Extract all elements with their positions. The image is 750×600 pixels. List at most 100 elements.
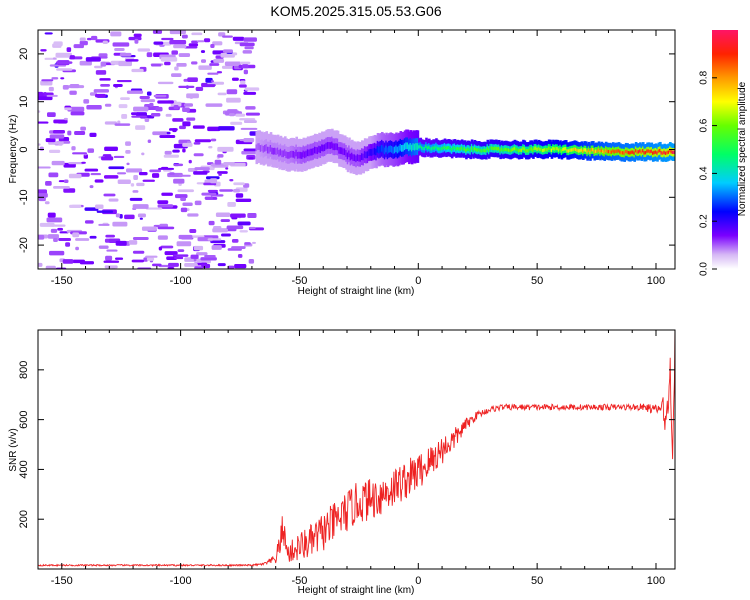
ridge-core [406,142,410,150]
noise-speckle [198,65,212,70]
noise-speckle [43,80,49,84]
noise-speckle [164,61,171,66]
noise-speckle [124,214,135,220]
noise-speckle [48,172,59,178]
noise-speckle [194,266,203,269]
noise-speckle [248,226,256,230]
ridge-core [259,145,263,152]
noise-speckle [182,142,193,147]
noise-speckle [218,126,235,131]
ridge-core [609,149,612,154]
noise-speckle [99,78,111,81]
ridge-core [533,146,537,150]
noise-speckle [247,212,257,218]
noise-speckle [138,171,148,176]
noise-speckle [201,263,211,269]
ridge-core [383,147,387,155]
snr-y-tick-label: 400 [18,460,30,478]
ridge-core [651,151,655,155]
noise-speckle [45,138,56,143]
ridge-core [332,143,336,151]
ridge-core [547,146,551,150]
noise-speckle [125,149,131,154]
noise-speckle [149,102,154,107]
ridge-core [370,149,374,156]
noise-speckle [48,86,54,92]
noise-speckle [227,202,236,207]
ridge-core [422,146,425,151]
noise-speckle [169,172,175,175]
noise-speckle [226,225,244,230]
noise-speckle [132,250,145,254]
ridge-core [390,145,394,153]
noise-speckle [216,71,223,74]
ridge-core [466,147,470,151]
ridge-core [556,146,559,151]
noise-speckle [167,266,175,269]
noise-speckle [103,193,116,197]
ridge-core [313,146,317,154]
noise-speckle [103,260,120,263]
ridge-core [386,147,390,155]
noise-speckle [131,259,145,263]
noise-speckle [186,117,196,121]
noise-speckle [157,226,175,230]
ridge-core [499,148,502,153]
ridge-core [656,151,659,155]
snr-x-tick-label: 0 [415,575,421,587]
noise-speckle [243,37,257,42]
noise-speckle [173,163,184,167]
ridge-core [486,146,490,151]
noise-speckle [38,262,43,267]
ridge-core [613,150,617,154]
noise-speckle [169,39,187,45]
noise-speckle [201,59,207,63]
noise-speckle [79,60,92,66]
noise-speckle [38,121,49,124]
colorbar-label: Normalized spectral amplitude [737,81,748,216]
ridge-core [489,146,492,150]
noise-speckle [86,37,92,41]
noise-speckle [115,213,121,218]
noise-speckle [133,175,139,180]
noise-speckle [203,182,217,186]
noise-speckle [182,107,190,113]
ridge-core [413,143,417,151]
ridge-core [455,147,458,151]
colorbar-ticks: 0.0 0.2 0.4 0.6 0.8 [699,70,717,276]
noise-speckle [194,167,210,171]
noise-speckle [204,254,216,258]
ridge-core [261,144,264,152]
noise-speckle [210,163,227,167]
noise-speckle [131,115,147,118]
ridge-core [557,148,561,152]
noise-speckle [153,94,167,98]
ridge-core [415,143,418,150]
ridge-core [550,148,554,152]
ridge-core [482,148,485,153]
noise-speckle [182,148,186,153]
noise-speckle [53,185,70,189]
noise-speckle [248,157,254,160]
ridge-core [671,150,675,154]
noise-speckle [136,182,145,187]
noise-speckle [44,32,53,35]
noise-speckle [85,57,101,62]
ridge-core [333,143,337,151]
ridge-core [543,148,547,152]
noise-speckle [244,242,251,245]
ridge-core [630,150,634,154]
spectrogram-y-label: Frequency (Hz) [8,115,19,184]
noise-speckle [237,253,243,258]
noise-speckle [38,234,45,240]
ridge-core [276,147,280,155]
noise-speckle [240,127,258,130]
ridge-core [348,150,351,158]
noise-speckle [193,171,208,175]
noise-speckle [217,263,226,267]
noise-speckle [226,89,238,95]
ridge-core [572,148,575,152]
ridge-core [309,148,313,156]
noise-speckle [145,207,163,210]
noise-speckle [51,77,59,80]
